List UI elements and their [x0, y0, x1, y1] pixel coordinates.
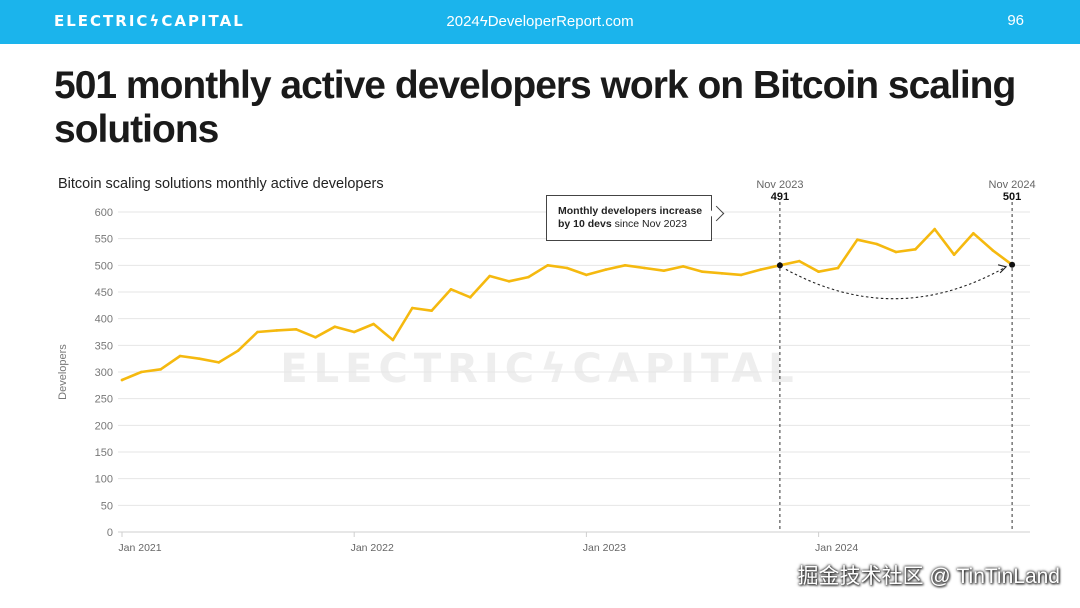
- data-point: [410, 306, 414, 310]
- data-point: [643, 266, 646, 270]
- y-tick-label: 300: [95, 367, 113, 379]
- y-tick-label: 350: [95, 340, 113, 352]
- y-tick-label: 200: [95, 420, 113, 432]
- report-site-link[interactable]: 2024ϟDeveloperReport.com: [446, 13, 634, 30]
- data-point: [565, 266, 569, 270]
- marker-date-label: Nov 2024: [989, 179, 1036, 191]
- data-point: [488, 274, 491, 278]
- annotation-rest: since Nov 2023: [611, 218, 687, 230]
- change-arrow: [785, 266, 1007, 300]
- data-point: [604, 268, 608, 271]
- y-tick-label: 500: [95, 260, 113, 272]
- change-arrowhead: [997, 264, 1008, 274]
- data-point: [662, 269, 666, 272]
- data-point: [140, 370, 143, 374]
- data-point: [739, 273, 743, 277]
- data-point: [797, 259, 801, 263]
- data-point: [352, 330, 356, 334]
- data-point: [875, 242, 878, 246]
- x-tick-label: Jan 2022: [351, 542, 394, 554]
- data-point: [836, 266, 840, 270]
- data-point: [198, 357, 201, 360]
- data-point: [217, 361, 221, 364]
- chart-watermark: ELECTRICϟCAPITAL: [280, 346, 799, 392]
- data-point: [623, 264, 627, 267]
- page-title: 501 monthly active developers work on Bi…: [54, 64, 1016, 151]
- data-point: [430, 309, 433, 312]
- source-watermark: 掘金技术社区 @ TinTinLand: [797, 565, 1061, 588]
- y-tick-label: 100: [95, 474, 113, 486]
- marker-value-label: 501: [1003, 191, 1021, 203]
- x-tick-label: Jan 2024: [815, 542, 858, 554]
- data-point: [546, 264, 549, 267]
- y-tick-label: 150: [95, 447, 113, 459]
- data-point: [817, 270, 820, 274]
- x-tick-label: Jan 2021: [118, 542, 161, 554]
- data-point: [701, 270, 704, 274]
- data-point: [256, 330, 259, 334]
- data-point: [120, 378, 124, 382]
- x-tick-label: Jan 2023: [583, 542, 626, 554]
- data-point: [507, 280, 511, 283]
- data-point: [391, 338, 395, 342]
- data-point: [178, 354, 182, 358]
- y-axis-label: Developers: [57, 344, 69, 400]
- top-banner: ELECTRICϟCAPITAL 2024ϟDeveloperReport.co…: [0, 0, 1080, 44]
- data-point: [275, 329, 279, 332]
- y-tick-label: 550: [95, 234, 113, 246]
- data-point: [720, 272, 724, 275]
- data-point: [527, 275, 530, 279]
- data-point: [469, 296, 472, 299]
- y-tick-label: 50: [101, 500, 113, 512]
- data-point: [333, 325, 337, 328]
- marker-value-label: 491: [771, 191, 789, 203]
- data-point: [294, 328, 298, 331]
- annotation-line1: Monthly developers increase: [558, 205, 703, 217]
- y-tick-label: 250: [95, 394, 113, 406]
- data-point: [681, 265, 685, 268]
- chart-title: Bitcoin scaling solutions monthly active…: [58, 176, 384, 192]
- y-tick-label: 0: [107, 527, 113, 539]
- annotation-text: Monthly developers increase by 10 devs s…: [558, 205, 713, 231]
- data-point: [585, 273, 588, 277]
- data-point: [972, 232, 975, 235]
- marker-dot: [1009, 261, 1016, 268]
- data-point: [372, 322, 375, 326]
- data-point: [159, 368, 162, 371]
- annotation-highlight: by 10 devs: [558, 218, 612, 230]
- data-point: [952, 253, 956, 256]
- page-number: 96: [1007, 12, 1024, 29]
- y-tick-label: 600: [95, 207, 113, 219]
- data-point: [449, 288, 453, 291]
- data-point: [759, 268, 762, 271]
- data-point: [314, 336, 317, 339]
- marker-date-label: Nov 2023: [756, 179, 803, 191]
- data-point: [914, 248, 917, 251]
- data-point: [933, 227, 936, 231]
- annotation-callout: Monthly developers increase by 10 devs s…: [546, 195, 712, 241]
- y-tick-label: 400: [95, 314, 113, 326]
- brand-logo: ELECTRICϟCAPITAL: [54, 12, 245, 30]
- data-point: [894, 250, 898, 254]
- marker-dot: [776, 262, 783, 269]
- data-point: [991, 249, 995, 252]
- y-tick-label: 450: [95, 287, 113, 299]
- data-point: [856, 238, 859, 242]
- data-point: [236, 349, 240, 352]
